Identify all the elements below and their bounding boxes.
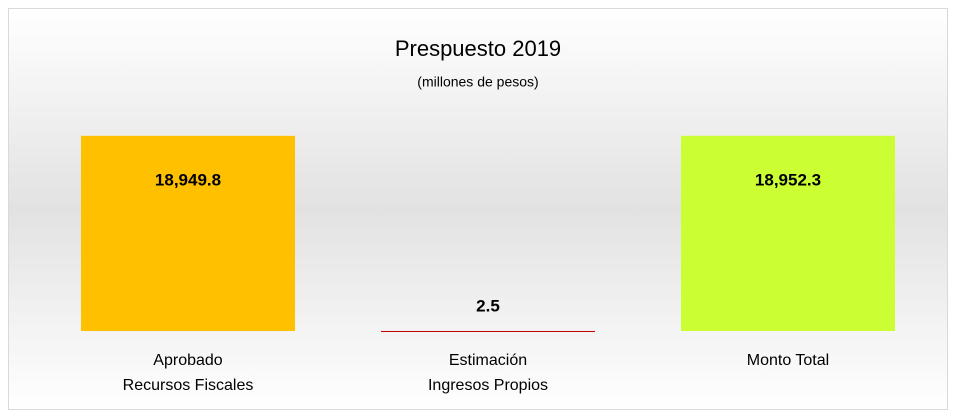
data-label: 2.5 bbox=[476, 296, 500, 315]
x-tick-label: Aprobado bbox=[153, 352, 222, 369]
bar bbox=[381, 330, 595, 332]
bar bbox=[681, 135, 895, 331]
chart-subtitle: (millones de pesos) bbox=[417, 74, 538, 90]
data-label: 18,949.8 bbox=[155, 170, 221, 189]
x-tick-label: Ingresos Propios bbox=[428, 377, 548, 394]
bar bbox=[81, 135, 295, 331]
x-tick-label: Recursos Fiscales bbox=[123, 377, 254, 394]
chart-title: Prespuesto 2019 bbox=[395, 36, 561, 61]
data-label: 18,952.3 bbox=[755, 170, 821, 189]
x-tick-label: Monto Total bbox=[747, 352, 829, 369]
x-tick-label: Estimación bbox=[449, 352, 527, 369]
